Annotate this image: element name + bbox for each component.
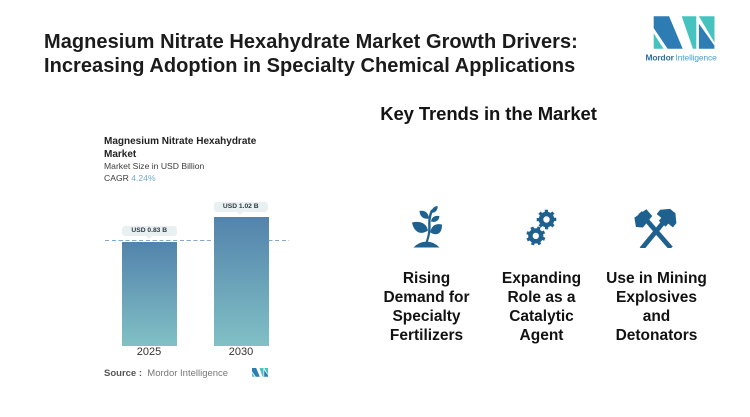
- svg-text:Mordor: Mordor: [646, 53, 675, 63]
- svg-text:Intelligence: Intelligence: [676, 53, 718, 63]
